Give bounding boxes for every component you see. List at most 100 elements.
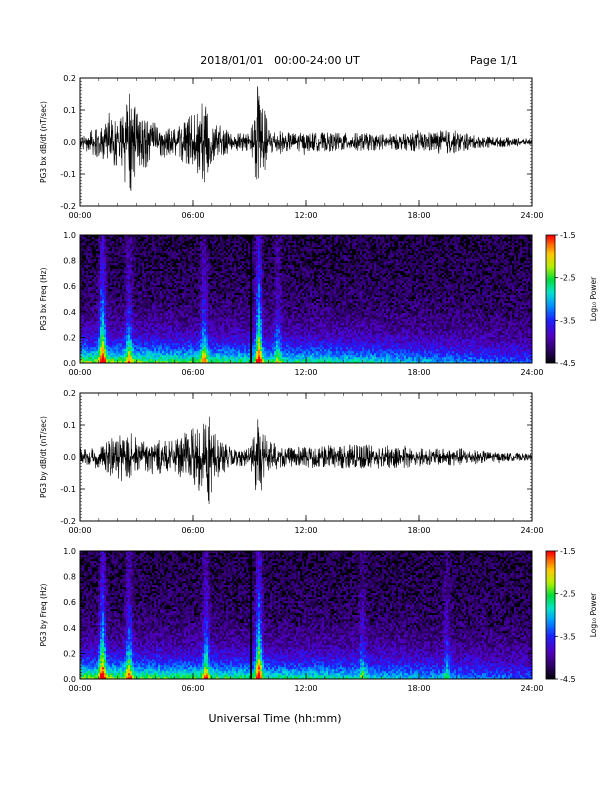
bx-spectrogram-cell (162, 297, 165, 300)
bx-spectrogram-cell (234, 311, 237, 314)
bx-spectrogram-cell (240, 279, 243, 282)
bx-spectrogram-cell (124, 275, 127, 278)
bx-spectrogram-cell (240, 349, 243, 352)
bx-spectrogram-cell (232, 319, 235, 322)
bx-spectrogram-cell (184, 361, 187, 364)
bx-spectrogram-cell (198, 283, 201, 286)
bx-spectrogram-cell (202, 251, 205, 254)
bx-spectrogram-cell (204, 313, 207, 316)
bx-spectrogram-cell (200, 269, 203, 272)
bx-spectrogram-cell (162, 295, 165, 298)
bx-spectrogram-cell (100, 251, 103, 254)
bx-spectrogram-cell (96, 319, 99, 322)
bx-spectrogram-cell (112, 349, 115, 352)
bx-spectrogram-cell (88, 247, 91, 250)
bx-spectrogram-cell (182, 339, 185, 342)
bx-spectrogram-cell (120, 339, 123, 342)
bx-spectrogram-cell (206, 241, 209, 244)
bx-spectrogram-cell (162, 275, 165, 278)
bx-spectrogram-cell (130, 237, 133, 240)
bx-spectrogram-cell (252, 323, 255, 326)
bx-spectrogram-cell (150, 315, 153, 318)
bx-spectrogram-cell (188, 319, 191, 322)
bx-spectrogram-cell (168, 277, 171, 280)
bx-spectrogram-cell (236, 305, 239, 308)
bx-spectrogram-cell (196, 237, 199, 240)
bx-spectrogram-cell (210, 327, 213, 330)
bx-spectrogram-cell (106, 261, 109, 264)
bx-spectrogram-cell (138, 267, 141, 270)
bx-spectrogram-cell (180, 241, 183, 244)
bx-spectrogram-cell (108, 343, 111, 346)
bx-spectrogram-cell (82, 247, 85, 250)
bx-spectrogram-cell (120, 359, 123, 362)
bx-spectrogram-cell (216, 327, 219, 330)
bx-spectrogram-cell (176, 297, 179, 300)
bx-spectrogram-cell (192, 307, 195, 310)
bx-spectrogram-cell (212, 245, 215, 248)
bx-spectrogram-cell (214, 267, 217, 270)
bx-spectrogram-cell (138, 347, 141, 350)
bx-spectrogram-cell (88, 307, 91, 310)
bx-spectrogram-cell (176, 331, 179, 334)
bx-spectrogram-cell (114, 353, 117, 356)
bx-spectrogram-cell (188, 303, 191, 306)
bx-spectrogram-cell (88, 303, 91, 306)
bx-spectrogram-cell (240, 291, 243, 294)
bx-spectrogram-cell (244, 311, 247, 314)
bx-spectrogram-cell (204, 305, 207, 308)
bx-spectrogram-cell (142, 341, 145, 344)
bx-spectrogram-cell (94, 269, 97, 272)
bx-spectrogram-cell (240, 253, 243, 256)
bx-spectrogram-cell (190, 355, 193, 358)
bx-spectrogram-cell (112, 335, 115, 338)
bx-spectrogram-cell (210, 307, 213, 310)
bx-spectrogram-cell (86, 343, 89, 346)
bx-spectrogram-cell (232, 303, 235, 306)
bx-spectrogram-cell (212, 359, 215, 362)
bx-spectrogram-cell (92, 357, 95, 360)
bx-spectrogram-cell (242, 291, 245, 294)
bx-spectrogram-cell (108, 329, 111, 332)
bx-spectrogram-cell (102, 255, 105, 258)
bx-spectrogram-cell (182, 335, 185, 338)
bx-spectrogram-cell (238, 313, 241, 316)
bx-spectrogram-cell (166, 277, 169, 280)
bx-spectrogram-cell (90, 301, 93, 304)
bx-spectrogram-cell (208, 269, 211, 272)
bx-spectrogram-cell (92, 313, 95, 316)
bx-spectrogram-cell (224, 277, 227, 280)
bx-spectrogram-cell (162, 245, 165, 248)
bx-spectrogram-cell (144, 299, 147, 302)
bx-spectrogram-cell (200, 319, 203, 322)
bx-spectrogram-cell (224, 353, 227, 356)
bx-spectrogram-cell (208, 283, 211, 286)
bx-spectrogram-cell (176, 275, 179, 278)
bx-spectrogram-cell (202, 343, 205, 346)
bx-spectrogram-cell (156, 303, 159, 306)
bx-spectrogram-cell (172, 357, 175, 360)
bx-spectrogram-cell (164, 355, 167, 358)
bx-spectrogram-cell (142, 275, 145, 278)
bx-spectrogram-cell (112, 297, 115, 300)
bx-spectrogram-cell (84, 251, 87, 254)
bx-spectrogram-cell (214, 319, 217, 322)
bx-spectrogram-cell (172, 235, 175, 238)
bx-spectrogram-cell (106, 359, 109, 362)
bx-spectrogram-cell (228, 293, 231, 296)
bx-spectrogram-cell (216, 239, 219, 242)
bx-spectrogram-cell (242, 337, 245, 340)
bx-spectrogram-cell (156, 335, 159, 338)
bx-spectrogram-cell (104, 313, 107, 316)
bx-spectrogram-cell (134, 285, 137, 288)
bx-spectrogram-cell (202, 327, 205, 330)
bx-spectrogram-cell (252, 325, 255, 328)
bx-spectrogram-cell (220, 349, 223, 352)
bx-spectrogram-cell (206, 327, 209, 330)
bx-spectrogram-cell (170, 329, 173, 332)
bx-spectrogram-cell (220, 277, 223, 280)
bx-spectrogram-cell (130, 275, 133, 278)
bx-spectrogram-cell (238, 327, 241, 330)
bx-spectrogram-cell (148, 317, 151, 320)
bx-spectrogram-cell (204, 243, 207, 246)
